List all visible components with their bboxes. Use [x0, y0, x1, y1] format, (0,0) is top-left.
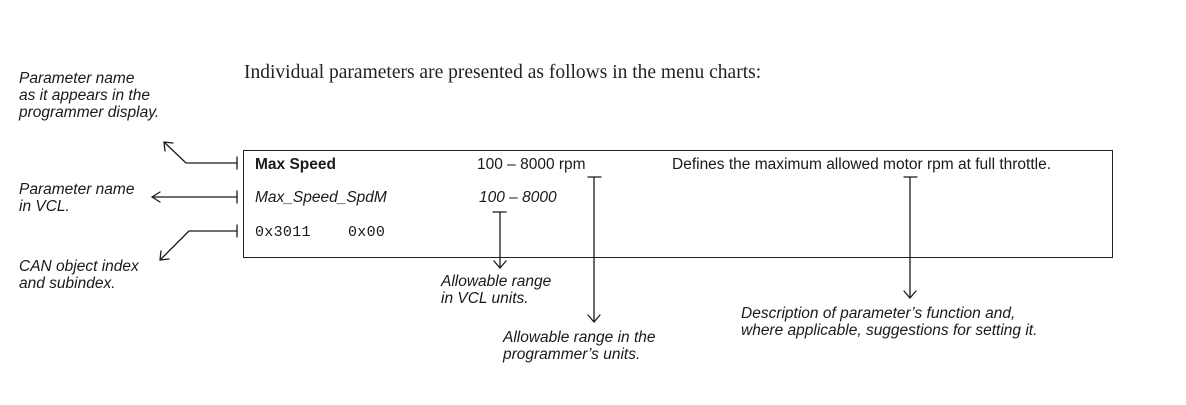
param-can-subindex: 0x00 [348, 224, 386, 241]
parameter-example-box: Max Speed 100 – 8000 rpm Defines the max… [243, 150, 1113, 258]
annotation-line: Allowable range [441, 273, 552, 290]
intro-text: Individual parameters are presented as f… [244, 62, 762, 83]
annotation-vcl-name: Parameter name in VCL. [19, 181, 134, 215]
annotation-line: in VCL units. [441, 290, 529, 307]
leader-arrow-vcl-name [151, 190, 238, 204]
annotation-description: Description of parameter’s function and,… [741, 305, 1037, 339]
leader-arrow-programmer-name [163, 141, 238, 170]
leader-arrow-can-index [159, 224, 238, 261]
annotation-line: Parameter name [19, 70, 135, 87]
annotation-range-vcl: Allowable range in VCL units. [441, 273, 551, 307]
leader-arrow-description [903, 176, 918, 299]
annotation-line: and subindex. [19, 275, 116, 292]
annotation-line: programmer’s units. [503, 346, 641, 363]
leader-arrow-range-programmer [587, 176, 602, 323]
param-vcl-name: Max_Speed_SpdM [255, 189, 387, 206]
annotation-line: where applicable, suggestions for settin… [741, 322, 1038, 339]
annotation-line: as it appears in the [19, 87, 150, 104]
annotation-range-programmer: Allowable range in the programmer’s unit… [503, 329, 656, 363]
annotation-line: in VCL. [19, 198, 70, 215]
param-can-index: 0x3011 [255, 224, 311, 241]
param-description: Defines the maximum allowed motor rpm at… [672, 156, 1052, 173]
annotation-programmer-name: Parameter name as it appears in the prog… [19, 70, 159, 121]
param-range: 100 – 8000 rpm [477, 156, 586, 173]
param-vcl-range: 100 – 8000 [479, 189, 557, 206]
param-name: Max Speed [255, 156, 336, 173]
annotation-line: Parameter name [19, 181, 135, 198]
annotation-can-index: CAN object index and subindex. [19, 258, 139, 292]
annotation-line: CAN object index [19, 258, 139, 275]
leader-arrow-range-vcl [492, 211, 507, 269]
annotation-line: Allowable range in the [503, 329, 656, 346]
annotation-line: Description of parameter’s function and, [741, 305, 1016, 322]
annotation-line: programmer display. [19, 104, 160, 121]
